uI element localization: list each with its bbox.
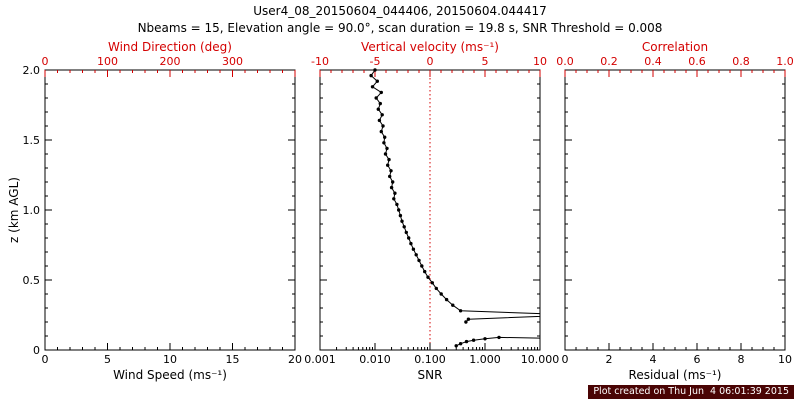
panel-snr: 0.001 0.010 0.100 1.000 10.000 -10 -5 0 5 10	[304, 55, 559, 366]
svg-text:0.5: 0.5	[23, 274, 41, 287]
svg-text:10.000: 10.000	[521, 353, 560, 366]
svg-text:1.000: 1.000	[469, 353, 501, 366]
svg-text:10: 10	[778, 353, 792, 366]
panel-residual: 0 2 4 6 8 10 0.0 0.2 0.4 0.6 0.8 1.0	[556, 55, 794, 366]
svg-text:5: 5	[482, 55, 489, 68]
svg-text:-5: -5	[370, 55, 381, 68]
svg-text:0: 0	[42, 353, 49, 366]
svg-text:15: 15	[226, 353, 240, 366]
svg-text:0.010: 0.010	[359, 353, 391, 366]
svg-text:1.0: 1.0	[776, 55, 794, 68]
wind-direction-axis-title: Wind Direction (deg)	[108, 40, 232, 54]
svg-text:0: 0	[562, 353, 569, 366]
svg-text:5: 5	[104, 353, 111, 366]
svg-text:0.2: 0.2	[600, 55, 618, 68]
svg-text:200: 200	[160, 55, 181, 68]
svg-text:300: 300	[222, 55, 243, 68]
svg-text:1.0: 1.0	[23, 204, 41, 217]
plot-title: User4_08_20150604_044406, 20150604.04441…	[253, 4, 547, 18]
svg-text:4: 4	[650, 353, 657, 366]
svg-text:0: 0	[33, 344, 40, 357]
series-snr_profile	[370, 69, 541, 323]
svg-text:0.6: 0.6	[688, 55, 706, 68]
svg-text:20: 20	[288, 353, 302, 366]
svg-text:2.0: 2.0	[23, 64, 41, 77]
plot-subtitle: Nbeams = 15, Elevation angle = 90.0°, sc…	[137, 21, 663, 35]
svg-text:0.0: 0.0	[556, 55, 574, 68]
svg-text:10: 10	[533, 55, 547, 68]
svg-text:-10: -10	[311, 55, 329, 68]
svg-text:0.100: 0.100	[414, 353, 446, 366]
svg-text:0.001: 0.001	[304, 353, 336, 366]
svg-text:2: 2	[606, 353, 613, 366]
svg-text:100: 100	[97, 55, 118, 68]
wind-speed-axis-title: Wind Speed (ms⁻¹)	[113, 368, 227, 382]
vertical-velocity-axis-title: Vertical velocity (ms⁻¹)	[361, 40, 499, 54]
svg-text:1.5: 1.5	[23, 134, 41, 147]
snr-axis-title: SNR	[417, 368, 443, 382]
svg-text:6: 6	[694, 353, 701, 366]
residual-axis-title: Residual (ms⁻¹)	[628, 368, 722, 382]
panel-wind: 00.51.01.52.00 5 10 15 200 100 200 300	[23, 55, 303, 366]
svg-text:0: 0	[42, 55, 49, 68]
correlation-axis-title: Correlation	[641, 40, 709, 54]
plot-footer-caption: Plot created on Thu Jun 4 06:01:39 2015	[588, 385, 794, 399]
svg-text:8: 8	[738, 353, 745, 366]
svg-text:0: 0	[427, 55, 434, 68]
svg-text:0.4: 0.4	[644, 55, 662, 68]
svg-text:0.8: 0.8	[732, 55, 750, 68]
svg-text:10: 10	[163, 353, 177, 366]
